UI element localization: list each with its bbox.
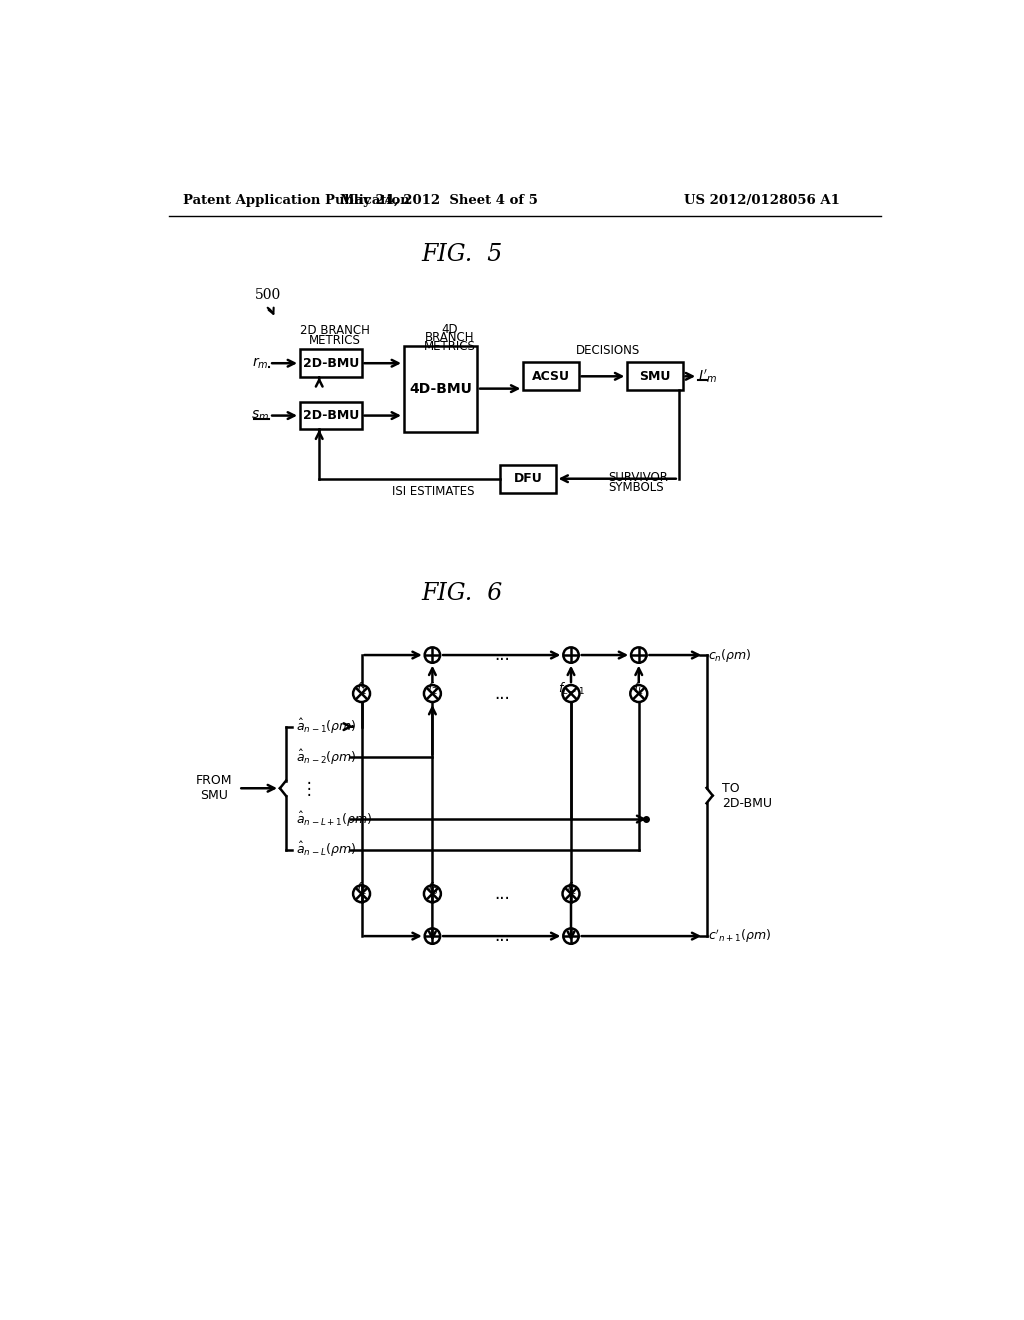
Text: METRICS: METRICS — [308, 334, 360, 347]
Text: SYMBOLS: SYMBOLS — [608, 482, 664, 495]
Text: SURVIVOR: SURVIVOR — [608, 471, 668, 484]
Text: $f_2$: $f_2$ — [356, 880, 367, 896]
Text: $f_L$: $f_L$ — [565, 880, 577, 896]
Text: 4D: 4D — [441, 323, 459, 335]
Text: ...: ... — [494, 685, 510, 702]
Text: $\hat{a}_{n-2}(\rho m)$: $\hat{a}_{n-2}(\rho m)$ — [296, 748, 357, 767]
Text: $\hat{a}_{n-L}(\rho m)$: $\hat{a}_{n-L}(\rho m)$ — [296, 841, 356, 859]
Text: $f_1$: $f_1$ — [356, 681, 368, 697]
Text: ...: ... — [494, 645, 510, 664]
Text: 500: 500 — [255, 289, 282, 302]
Text: ...: ... — [494, 927, 510, 945]
Text: SMU: SMU — [639, 370, 671, 383]
Text: ACSU: ACSU — [532, 370, 570, 383]
Text: 2D BRANCH: 2D BRANCH — [300, 325, 370, 338]
Text: FIG.  5: FIG. 5 — [421, 243, 503, 267]
Text: $r_m$: $r_m$ — [252, 355, 268, 371]
Bar — [500, 465, 556, 492]
Bar — [300, 350, 361, 378]
Text: $f_{L-1}$: $f_{L-1}$ — [558, 681, 585, 697]
Text: $\hat{a}_{n-1}(\rho m)$: $\hat{a}_{n-1}(\rho m)$ — [296, 717, 357, 737]
Text: US 2012/0128056 A1: US 2012/0128056 A1 — [684, 194, 840, 207]
Text: ISI ESTIMATES: ISI ESTIMATES — [392, 484, 475, 498]
Text: FIG.  6: FIG. 6 — [421, 582, 503, 605]
Text: $\hat{a}_{n-L+1}(\rho m)$: $\hat{a}_{n-L+1}(\rho m)$ — [296, 809, 373, 829]
Text: 2D-BMU: 2D-BMU — [303, 409, 358, 422]
Text: TO
2D-BMU: TO 2D-BMU — [722, 781, 772, 809]
Text: 4D-BMU: 4D-BMU — [409, 381, 472, 396]
Text: Patent Application Publication: Patent Application Publication — [183, 194, 410, 207]
Text: 2D-BMU: 2D-BMU — [303, 356, 358, 370]
Text: $f_L$: $f_L$ — [634, 681, 644, 697]
Bar — [523, 363, 579, 391]
Text: May 24, 2012  Sheet 4 of 5: May 24, 2012 Sheet 4 of 5 — [340, 194, 538, 207]
Text: $\vdots$: $\vdots$ — [300, 779, 311, 797]
Bar — [628, 363, 683, 391]
Text: $f_2$: $f_2$ — [427, 681, 438, 697]
Text: DFU: DFU — [513, 473, 543, 486]
Bar — [403, 346, 477, 432]
Text: FROM
SMU: FROM SMU — [196, 775, 232, 803]
Text: $c_n(\rho m)$: $c_n(\rho m)$ — [708, 647, 752, 664]
Text: $f_3$: $f_3$ — [427, 880, 438, 896]
Text: $I'_m$: $I'_m$ — [698, 367, 717, 385]
Text: METRICS: METRICS — [424, 339, 476, 352]
Text: $s_m$: $s_m$ — [251, 408, 269, 422]
Text: DECISIONS: DECISIONS — [575, 345, 640, 358]
Text: BRANCH: BRANCH — [425, 331, 475, 345]
Text: ...: ... — [494, 884, 510, 903]
Bar — [300, 401, 361, 429]
Text: $c'_{n+1}(\rho m)$: $c'_{n+1}(\rho m)$ — [708, 928, 771, 945]
